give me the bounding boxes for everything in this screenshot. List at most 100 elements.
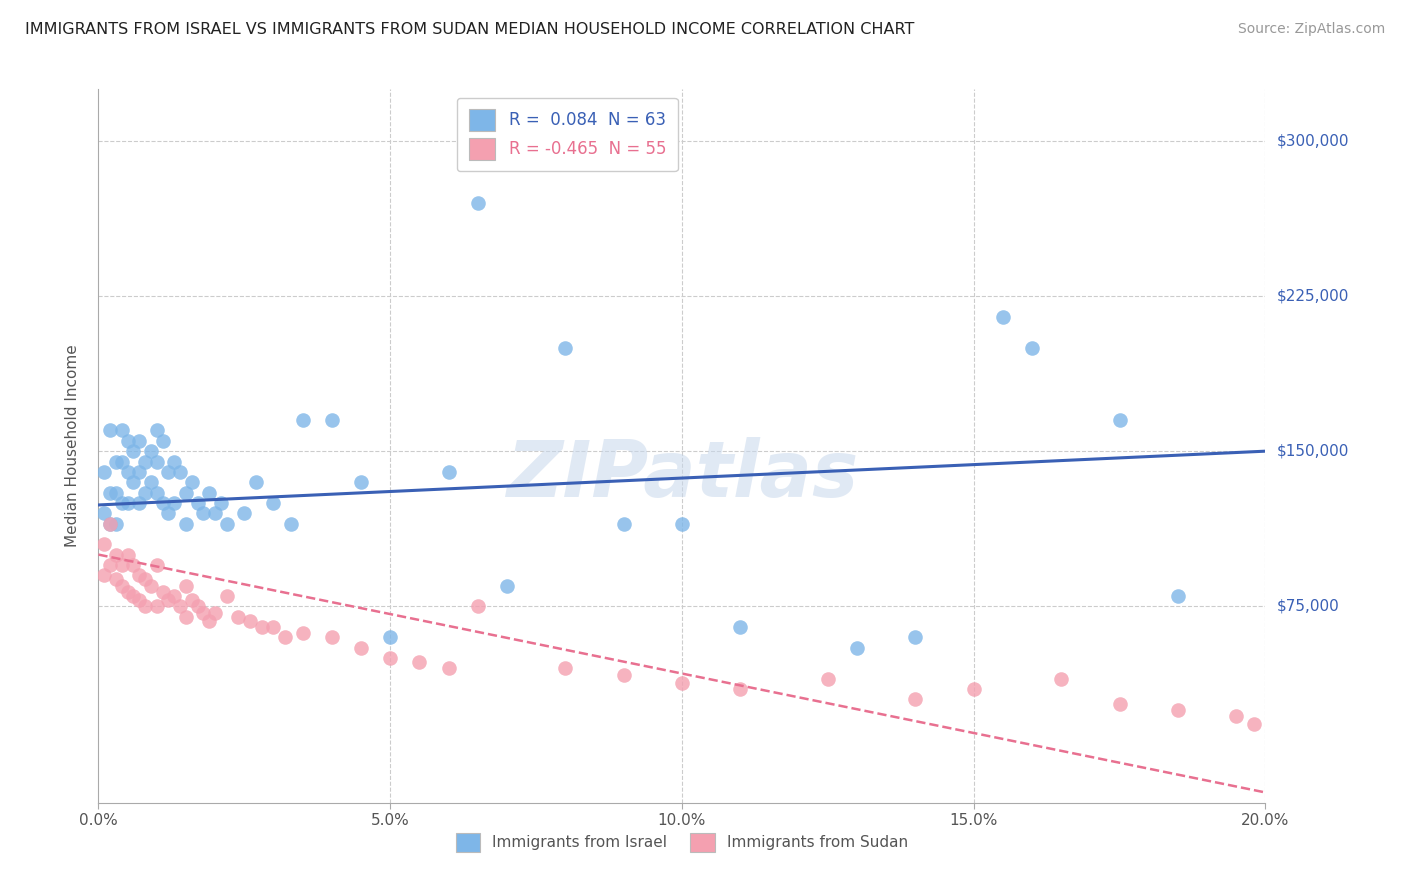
- Point: [962, 681, 984, 696]
- Point: [157, 593, 180, 607]
- Point: [104, 485, 127, 500]
- Text: $150,000: $150,000: [1277, 443, 1348, 458]
- Text: $300,000: $300,000: [1277, 134, 1348, 148]
- Point: [157, 506, 180, 520]
- Point: [1225, 709, 1247, 723]
- Point: [174, 485, 197, 500]
- Point: [846, 640, 869, 655]
- Point: [111, 579, 134, 593]
- Point: [152, 434, 174, 448]
- Point: [111, 424, 134, 438]
- Point: [291, 626, 314, 640]
- Point: [128, 496, 150, 510]
- Point: [169, 599, 191, 614]
- Text: $75,000: $75,000: [1277, 599, 1340, 614]
- Point: [193, 606, 215, 620]
- Point: [228, 609, 250, 624]
- Point: [98, 516, 121, 531]
- Point: [215, 589, 238, 603]
- Point: [250, 620, 273, 634]
- Point: [233, 506, 256, 520]
- Point: [122, 558, 145, 572]
- Point: [380, 630, 402, 644]
- Point: [146, 485, 169, 500]
- Point: [198, 485, 221, 500]
- Point: [104, 454, 127, 468]
- Point: [174, 579, 197, 593]
- Text: Source: ZipAtlas.com: Source: ZipAtlas.com: [1237, 22, 1385, 37]
- Point: [163, 589, 186, 603]
- Point: [730, 681, 752, 696]
- Point: [187, 599, 209, 614]
- Point: [350, 475, 373, 490]
- Point: [128, 568, 150, 582]
- Point: [134, 454, 156, 468]
- Point: [274, 630, 297, 644]
- Point: [245, 475, 267, 490]
- Point: [117, 584, 139, 599]
- Point: [321, 413, 343, 427]
- Point: [174, 609, 197, 624]
- Point: [408, 655, 430, 669]
- Text: ZIPatlas: ZIPatlas: [506, 436, 858, 513]
- Point: [98, 424, 121, 438]
- Point: [128, 434, 150, 448]
- Point: [730, 620, 752, 634]
- Point: [111, 496, 134, 510]
- Point: [93, 568, 115, 582]
- Point: [111, 454, 134, 468]
- Point: [134, 573, 156, 587]
- Point: [152, 496, 174, 510]
- Point: [215, 516, 238, 531]
- Point: [1167, 703, 1189, 717]
- Point: [1243, 717, 1265, 731]
- Point: [209, 496, 232, 510]
- Point: [991, 310, 1014, 324]
- Point: [204, 506, 226, 520]
- Point: [380, 651, 402, 665]
- Point: [134, 599, 156, 614]
- Point: [187, 496, 209, 510]
- Point: [262, 620, 284, 634]
- Point: [93, 465, 115, 479]
- Point: [104, 548, 127, 562]
- Point: [467, 196, 489, 211]
- Point: [1108, 413, 1130, 427]
- Point: [554, 341, 576, 355]
- Point: [128, 593, 150, 607]
- Point: [180, 475, 202, 490]
- Point: [262, 496, 284, 510]
- Point: [146, 454, 169, 468]
- Point: [98, 485, 121, 500]
- Point: [280, 516, 302, 531]
- Point: [496, 579, 519, 593]
- Point: [1050, 672, 1073, 686]
- Point: [437, 465, 460, 479]
- Point: [239, 614, 262, 628]
- Point: [157, 465, 180, 479]
- Point: [321, 630, 343, 644]
- Point: [1108, 697, 1130, 711]
- Point: [128, 465, 150, 479]
- Point: [1021, 341, 1043, 355]
- Point: [104, 516, 127, 531]
- Point: [904, 630, 927, 644]
- Point: [93, 506, 115, 520]
- Point: [146, 558, 169, 572]
- Point: [139, 475, 162, 490]
- Point: [204, 606, 226, 620]
- Y-axis label: Median Household Income: Median Household Income: [65, 344, 80, 548]
- Point: [104, 573, 127, 587]
- Point: [817, 672, 839, 686]
- Legend: Immigrants from Israel, Immigrants from Sudan: Immigrants from Israel, Immigrants from …: [446, 822, 918, 863]
- Point: [117, 434, 139, 448]
- Point: [152, 584, 174, 599]
- Point: [174, 516, 197, 531]
- Point: [467, 599, 489, 614]
- Text: $225,000: $225,000: [1277, 288, 1348, 303]
- Point: [117, 496, 139, 510]
- Point: [98, 516, 121, 531]
- Point: [122, 475, 145, 490]
- Point: [163, 496, 186, 510]
- Point: [612, 667, 634, 681]
